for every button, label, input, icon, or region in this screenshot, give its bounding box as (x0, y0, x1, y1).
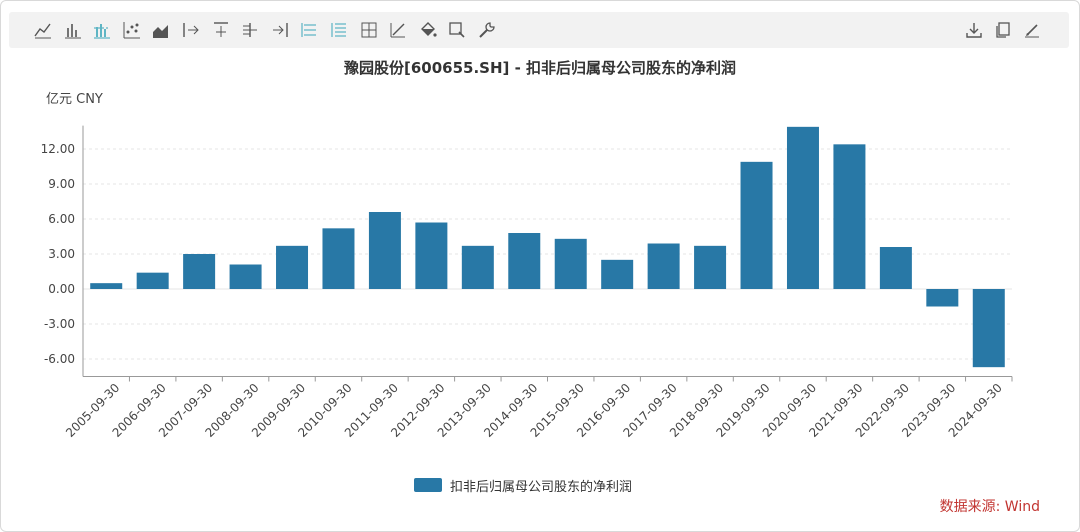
legend-item[interactable]: 扣非后归属母公司股东的净利润 (414, 476, 633, 495)
horizontal-lines-icon[interactable] (296, 17, 322, 43)
bar (647, 243, 680, 289)
bar (415, 222, 448, 289)
crosshair-icon[interactable] (356, 17, 382, 43)
y-tick-label: -3.00 (44, 317, 75, 331)
chart-title: 豫园股份[600655.SH] - 扣非后归属母公司股东的净利润 (343, 59, 737, 77)
bar (508, 233, 541, 289)
legend-swatch (414, 478, 442, 492)
y-tick-label: -6.00 (44, 352, 75, 366)
bar (972, 289, 1005, 368)
bar (786, 126, 819, 289)
y-tick-label: 12.00 (41, 142, 75, 156)
data-source: 数据来源: Wind (939, 499, 1040, 515)
line-chart-icon[interactable] (30, 17, 56, 43)
y-tick-label: 6.00 (48, 212, 75, 226)
bar (276, 245, 309, 289)
bar (694, 245, 727, 289)
trend-line-icon[interactable] (385, 17, 411, 43)
bar (90, 283, 123, 289)
toolbar (9, 12, 1069, 48)
bar (740, 161, 773, 289)
y-tick-label: 9.00 (48, 177, 75, 191)
settings-wrench-icon[interactable] (474, 17, 500, 43)
bar (136, 272, 169, 289)
grouped-bar-icon[interactable] (89, 17, 115, 43)
bar (368, 212, 401, 289)
bar (601, 259, 634, 289)
y-tick-label: 3.00 (48, 247, 75, 261)
bar (554, 238, 587, 289)
edit-icon[interactable] (1019, 17, 1045, 43)
bar (461, 245, 494, 289)
bar-chart-icon[interactable] (60, 17, 86, 43)
bar (926, 289, 959, 307)
copy-icon[interactable] (990, 17, 1016, 43)
axis-end-icon[interactable] (267, 17, 293, 43)
legend-label: 扣非后归属母公司股东的净利润 (450, 479, 633, 495)
download-icon[interactable] (961, 17, 987, 43)
bar (833, 144, 866, 289)
bar (879, 247, 912, 289)
fill-color-icon[interactable] (415, 17, 441, 43)
bar (183, 254, 216, 289)
y-tick-label: 0.00 (48, 282, 75, 296)
zoom-icon[interactable] (444, 17, 470, 43)
list-lines-icon[interactable] (326, 17, 352, 43)
axis-top-icon[interactable] (208, 17, 234, 43)
area-chart-icon[interactable] (148, 17, 174, 43)
y-axis-unit: 亿元 CNY (46, 92, 103, 107)
bar (229, 264, 262, 289)
bar (322, 228, 355, 289)
axis-left-icon[interactable] (237, 17, 263, 43)
axis-start-icon[interactable] (178, 17, 204, 43)
scatter-icon[interactable] (119, 17, 145, 43)
